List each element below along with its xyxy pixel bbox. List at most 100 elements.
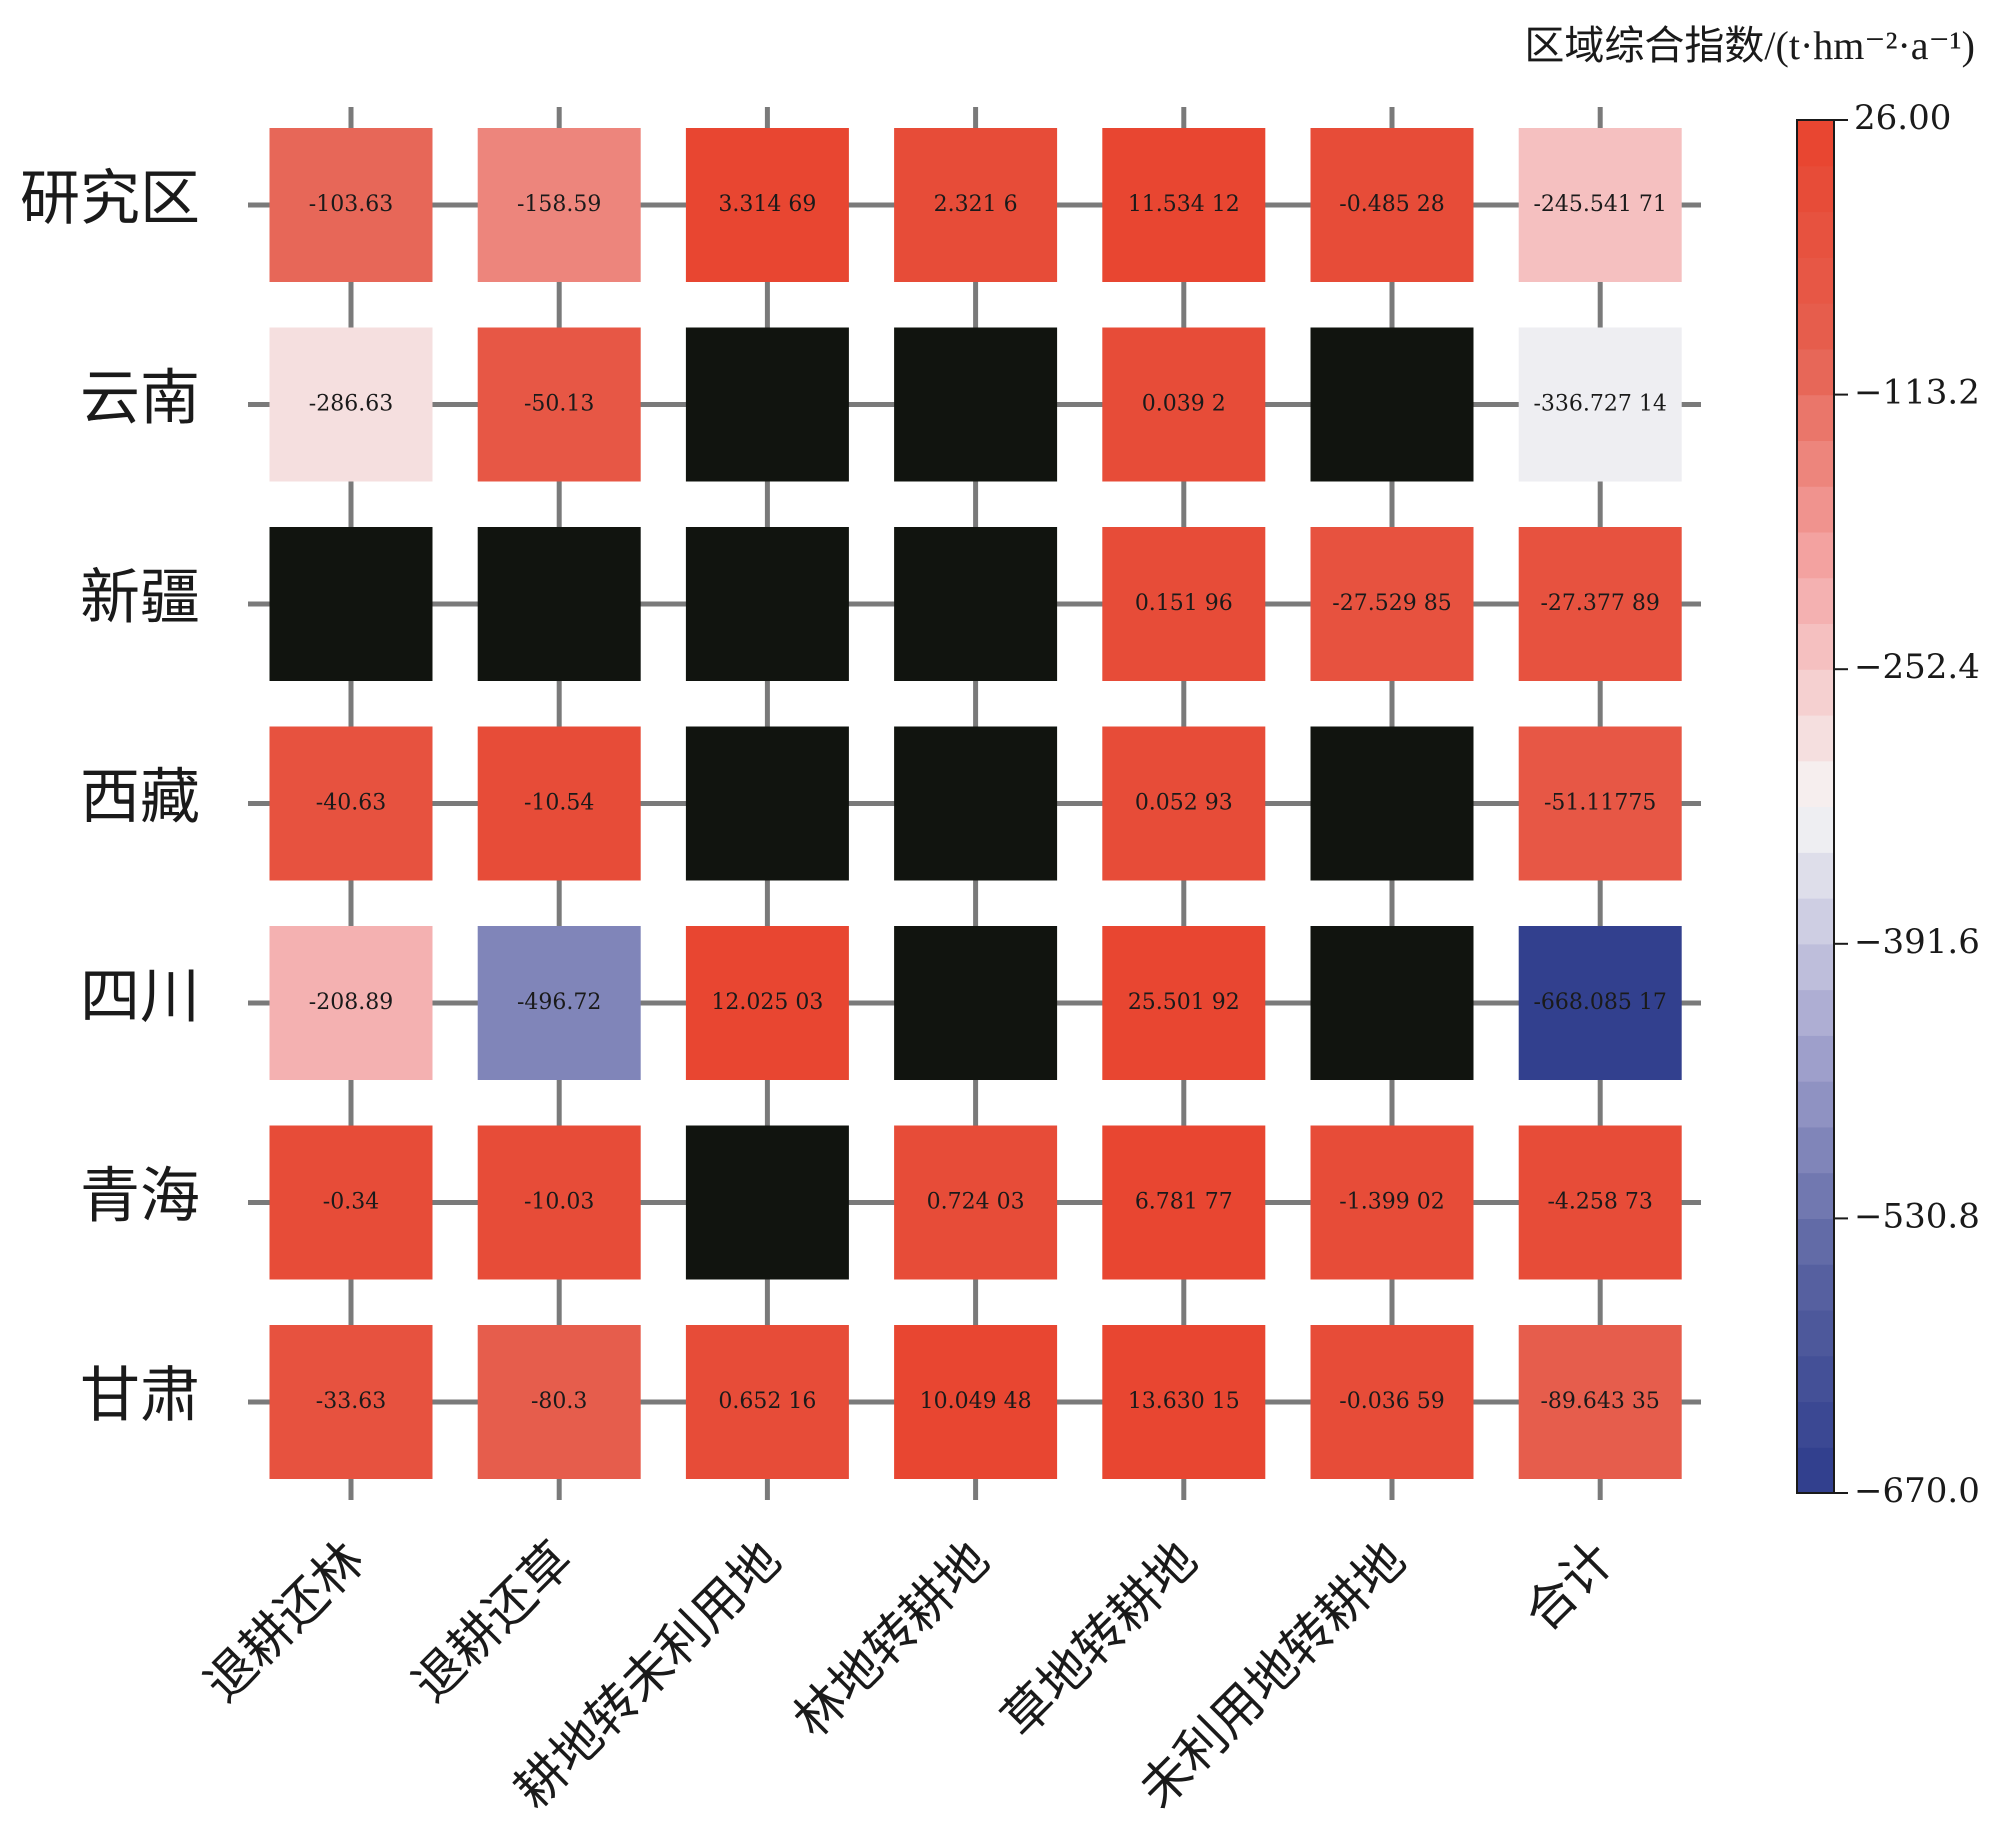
missing-cell [894, 327, 1058, 482]
cell-label: -10.54 [524, 791, 594, 816]
heatmap-cell [1310, 128, 1474, 282]
colorbar-title: 区域综合指数/(t·hm⁻²·a⁻¹) [1524, 23, 1975, 68]
heatmap-cell [477, 926, 641, 1080]
heatmap-cell [269, 726, 433, 881]
cell-label: -1.399 02 [1339, 1190, 1444, 1215]
cell-label: -158.59 [517, 192, 601, 217]
x-tick-label: 退耕还林 [194, 1531, 375, 1712]
row-label: 研究区 [20, 166, 200, 232]
cell-label: -33.63 [316, 1389, 386, 1414]
heatmap-cell [269, 1325, 433, 1479]
colorbar-segment [1797, 1081, 1834, 1128]
heatmap-cell [1518, 926, 1682, 1080]
row-label: 西藏 [80, 764, 200, 830]
colorbar-segment [1797, 1035, 1834, 1082]
cell-label: -4.258 73 [1547, 1190, 1652, 1215]
cell-label: 10.049 48 [920, 1389, 1032, 1414]
cell-label: -286.63 [309, 392, 393, 417]
heatmap-cell [477, 327, 641, 482]
cell-label: -208.89 [309, 990, 393, 1015]
colorbar-segment [1797, 714, 1834, 762]
heatmap-cell [269, 1125, 433, 1280]
colorbar-segment [1797, 760, 1834, 808]
cell-label: -103.63 [309, 192, 393, 217]
colorbar-segment [1797, 852, 1834, 899]
cell-label: -27.377 89 [1540, 591, 1659, 616]
heatmap-cell [894, 1325, 1058, 1479]
missing-cell [1310, 926, 1474, 1080]
colorbar-segment [1797, 1172, 1834, 1219]
colorbar-segment [1797, 1264, 1834, 1311]
heatmap-cell [1518, 128, 1682, 282]
cell-label: -89.643 35 [1540, 1389, 1659, 1414]
heatmap-cell [269, 926, 433, 1080]
missing-cell [269, 527, 433, 681]
heatmap-cell [1102, 527, 1266, 681]
missing-cell [894, 527, 1058, 681]
colorbar-segment [1797, 1126, 1834, 1174]
colorbar-segment [1797, 943, 1834, 991]
colorbar-segment [1797, 303, 1834, 350]
colorbar-tick-label: −252.4 [1854, 647, 1980, 687]
colorbar-segment [1797, 486, 1834, 533]
heatmap-cell [1310, 527, 1474, 681]
colorbar-tick-label: −113.2 [1854, 373, 1980, 413]
cell-label: 6.781 77 [1135, 1190, 1233, 1215]
colorbar-tick-label: −391.6 [1854, 922, 1980, 962]
heatmap-cell [685, 128, 849, 282]
missing-cell [1310, 327, 1474, 482]
cell-label: -50.13 [524, 392, 594, 417]
colorbar-tick-label: −670.0 [1854, 1471, 1980, 1511]
heatmap-cell [685, 926, 849, 1080]
cell-label: 0.652 16 [718, 1389, 816, 1414]
heatmap-cell [1102, 327, 1266, 482]
heatmap-cell [1518, 1125, 1682, 1280]
colorbar-segment [1797, 898, 1834, 945]
cell-label: -51.11775 [1544, 791, 1656, 816]
colorbar-segment [1797, 1447, 1834, 1494]
cell-label: 0.151 96 [1135, 591, 1233, 616]
cell-label: 3.314 69 [718, 192, 816, 217]
cell-label: -27.529 85 [1332, 591, 1451, 616]
heatmap-cell [1518, 527, 1682, 681]
colorbar-segment [1797, 394, 1834, 441]
colorbar-segment [1797, 348, 1834, 396]
row-label: 青海 [80, 1163, 200, 1229]
heatmap-cell [894, 128, 1058, 282]
missing-cell [685, 527, 849, 681]
heatmap-cell [1310, 1325, 1474, 1479]
cell-label: -245.541 71 [1533, 192, 1666, 217]
cell-label: 13.630 15 [1128, 1389, 1240, 1414]
cell-label: 2.321 6 [934, 192, 1018, 217]
heatmap-cell [1102, 1325, 1266, 1479]
colorbar-segment [1797, 1218, 1834, 1265]
cell-label: 25.501 92 [1128, 990, 1240, 1015]
colorbar-segment [1797, 806, 1834, 853]
cell-label: -496.72 [517, 990, 601, 1015]
cell-label: 12.025 03 [711, 990, 823, 1015]
cell-label: -0.036 59 [1339, 1389, 1444, 1414]
row-label: 新疆 [80, 565, 200, 631]
cell-label: 0.052 93 [1135, 791, 1233, 816]
heatmap-cell [477, 1125, 641, 1280]
heatmap-cell [1102, 128, 1266, 282]
row-label: 甘肃 [80, 1363, 200, 1429]
row-label: 四川 [80, 964, 200, 1030]
cell-label: -10.03 [524, 1190, 594, 1215]
x-tick-label: 退耕还草 [402, 1531, 583, 1712]
heatmap-cell [477, 726, 641, 881]
row-label: 云南 [80, 365, 200, 431]
missing-cell [685, 327, 849, 482]
heatmap-cell [1102, 1125, 1266, 1280]
colorbar-segment [1797, 623, 1834, 670]
cell-label: -336.727 14 [1533, 392, 1666, 417]
colorbar-segment [1797, 120, 1834, 167]
x-tick-label: 草地转耕地 [991, 1531, 1207, 1747]
missing-cell [1310, 726, 1474, 881]
heatmap-cell [1518, 1325, 1682, 1479]
heatmap-cell [269, 128, 433, 282]
cell-label: -80.3 [531, 1389, 587, 1414]
cell-label: 0.039 2 [1142, 392, 1226, 417]
colorbar-segment [1797, 989, 1834, 1036]
